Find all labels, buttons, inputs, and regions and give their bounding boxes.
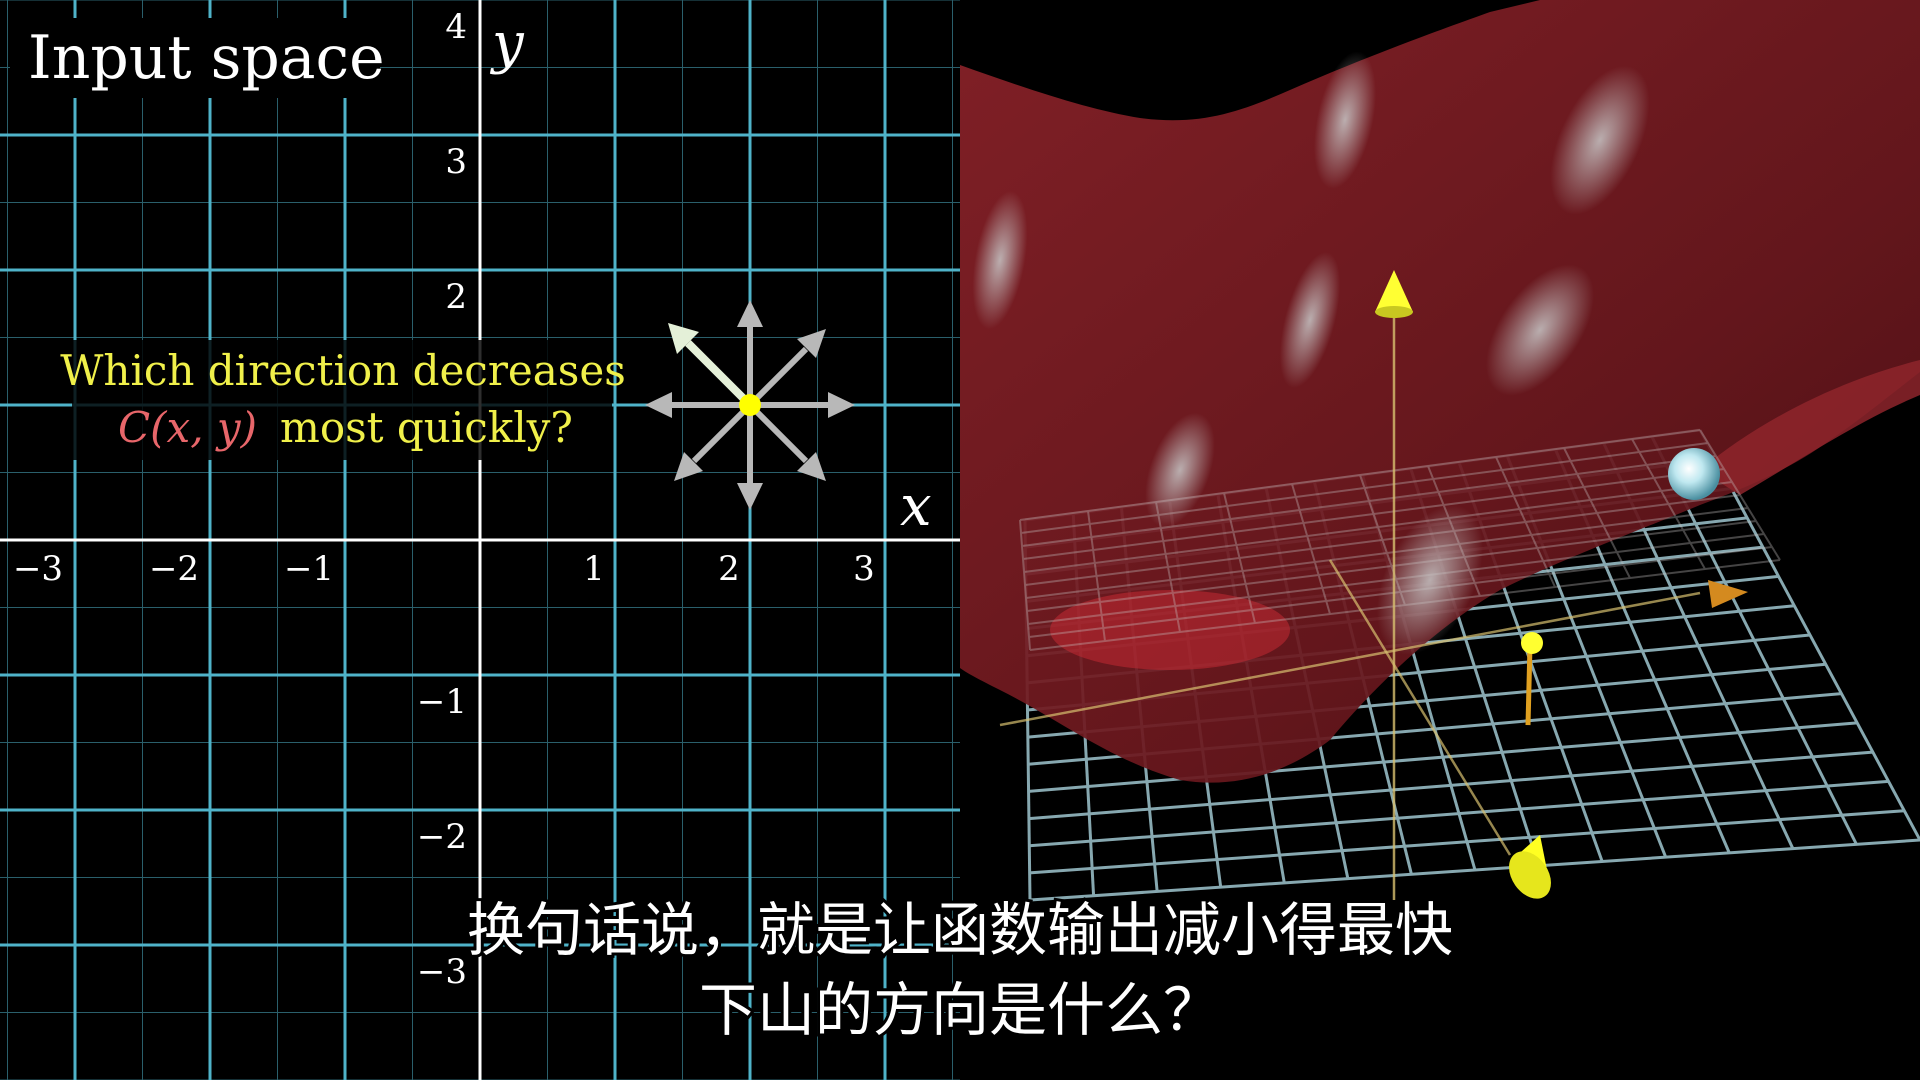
overlay-grid-line [1026, 520, 1757, 612]
overlay-grid-line [1699, 429, 1781, 561]
overlay-grid-line [1019, 519, 1031, 651]
floor-grid-line [1028, 721, 1858, 793]
x-axis-label: x [900, 474, 932, 539]
y-tick-label: −2 [417, 817, 467, 857]
surface-panel [960, 0, 1920, 1080]
point-icon [739, 394, 761, 416]
overlay-grid-line [1291, 483, 1331, 615]
point-icon [1521, 632, 1543, 726]
overlay-grid-line [1223, 492, 1256, 624]
x-tick-label: 1 [583, 549, 605, 589]
overlay-grid-line [1087, 510, 1106, 642]
overlay-grid-line [1029, 559, 1781, 651]
overlay-grid-line [1024, 494, 1741, 586]
overlay-grid-line [1020, 442, 1709, 534]
y-axis-3d [1328, 559, 1551, 899]
overlay-grid-line [1022, 468, 1725, 560]
y-tick-label: −1 [417, 682, 467, 722]
y-tick-label: 4 [445, 7, 467, 47]
arrow-rose-icon [645, 300, 855, 510]
x-tick-label: −2 [149, 549, 199, 589]
question-line-1: Which direction decreases [60, 346, 626, 395]
x-tick-labels: −3 −2 −1 1 2 3 [13, 549, 875, 589]
overlay-grid-line [1019, 429, 1701, 521]
x-tick-label: 2 [718, 549, 740, 589]
subtitle-line-1: 换句话说，就是让函数输出减小得最快 [467, 896, 1453, 964]
surface-highlights [972, 51, 1650, 655]
surface-grid-overlay [1019, 429, 1781, 651]
overlay-grid-line [1023, 481, 1733, 573]
overlay-grid-line [1027, 533, 1765, 625]
title-backdrop [10, 18, 380, 98]
overlay-grid-line [1155, 501, 1181, 633]
floor-grid-line [1029, 779, 1889, 848]
overlay-grid-line [1359, 474, 1406, 606]
surface-valley [1050, 590, 1290, 670]
function-label: C(x, y) [118, 403, 257, 452]
overlay-grid-line [1495, 456, 1556, 588]
overlay-grid-line [1563, 447, 1631, 579]
x-tick-label: −1 [284, 549, 334, 589]
floor-grid-line [1028, 750, 1873, 821]
overlay-grid-line [1025, 507, 1749, 599]
subtitles: 换句话说，就是让函数输出减小得最快 下山的方向是什么？ [464, 893, 1456, 1047]
z-axis [1375, 270, 1413, 900]
surface-ridge [1700, 360, 1920, 495]
overlay-grid-line [1021, 455, 1717, 547]
panel-title: Input space [28, 23, 385, 93]
x-tick-label: 3 [853, 549, 875, 589]
input-space-panel: x y −3 −2 −1 1 2 3 4 3 2 −1 −2 −3 Input … [0, 0, 1021, 1080]
y-axis-label: y [489, 11, 525, 76]
overlay-grid-line [1028, 546, 1773, 638]
question-backdrop [72, 340, 612, 460]
y-tick-labels: 4 3 2 −1 −2 −3 [417, 7, 467, 992]
overlay-grid-line [1631, 438, 1706, 570]
subtitle-line-2: 下山的方向是什么？ [699, 976, 1221, 1044]
y-tick-label: 2 [445, 277, 467, 317]
x-axis-3d [999, 580, 1748, 727]
floor-grid-line [1029, 838, 1920, 902]
floor-grid-line [1698, 429, 1920, 841]
x-tick-label: −3 [13, 549, 63, 589]
y-tick-label: 3 [445, 142, 467, 182]
overlay-grid-line [1427, 465, 1481, 597]
floor-grid-line [1029, 809, 1905, 875]
ball-icon [1668, 448, 1720, 500]
cost-surface [960, 0, 1920, 783]
y-tick-label: −3 [417, 952, 467, 992]
question-line-2: most quickly? [280, 403, 573, 452]
